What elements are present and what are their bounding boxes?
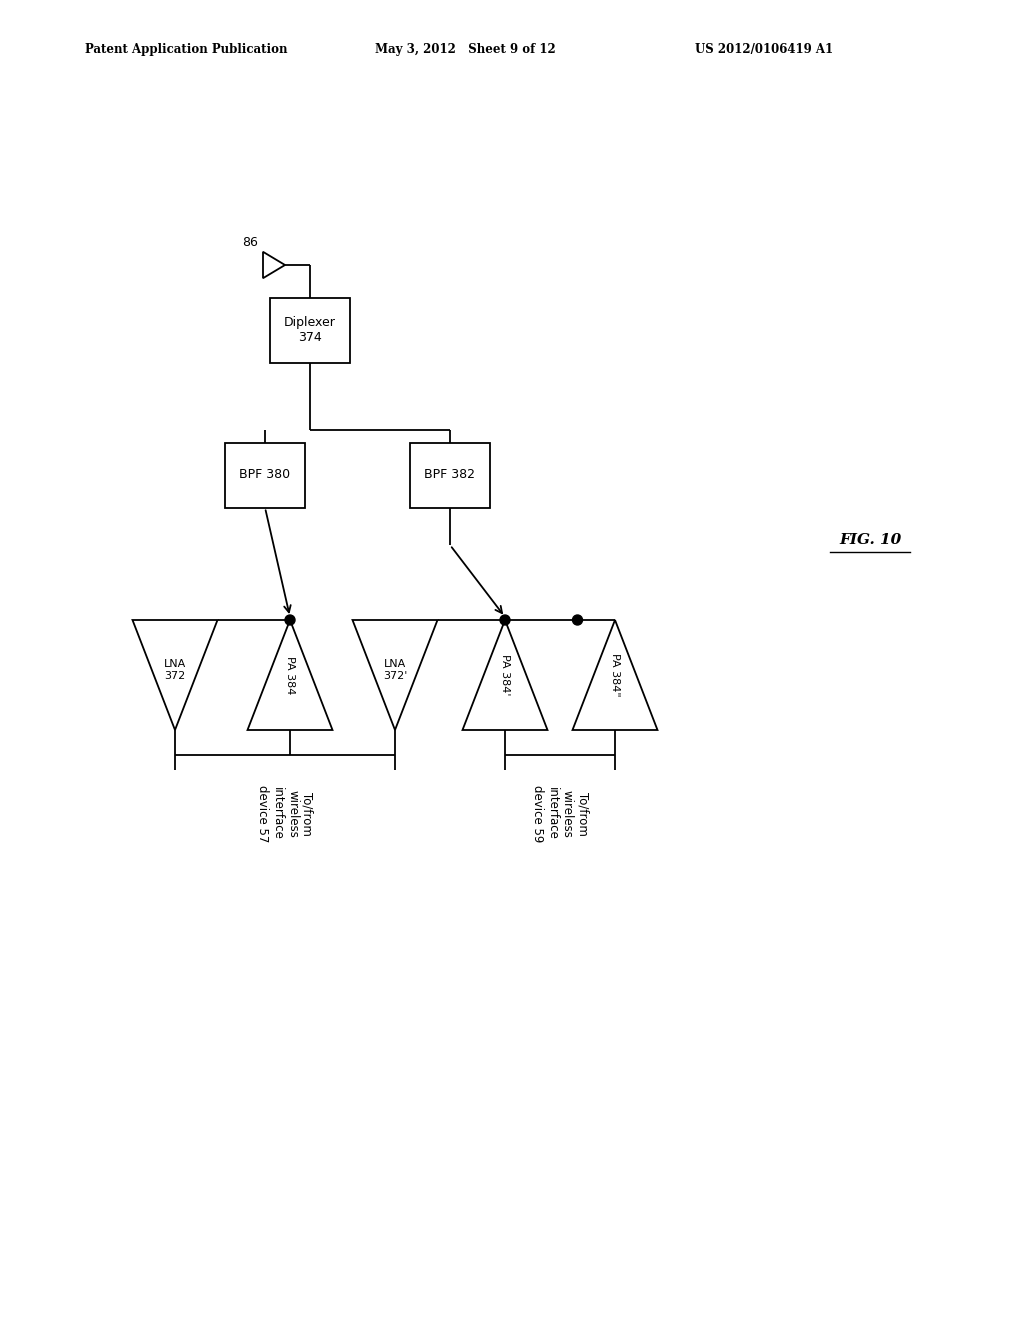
Bar xyxy=(270,297,350,363)
Text: US 2012/0106419 A1: US 2012/0106419 A1 xyxy=(695,44,834,57)
Circle shape xyxy=(285,615,295,624)
Polygon shape xyxy=(263,252,285,279)
Text: PA 384': PA 384' xyxy=(500,655,510,696)
Text: Patent Application Publication: Patent Application Publication xyxy=(85,44,288,57)
Text: May 3, 2012   Sheet 9 of 12: May 3, 2012 Sheet 9 of 12 xyxy=(375,44,556,57)
Polygon shape xyxy=(352,620,437,730)
Polygon shape xyxy=(572,620,657,730)
Text: PA 384": PA 384" xyxy=(610,653,620,697)
Circle shape xyxy=(500,615,510,624)
Text: PA 384: PA 384 xyxy=(285,656,295,694)
Circle shape xyxy=(572,615,583,624)
Text: BPF 380: BPF 380 xyxy=(240,469,291,482)
Bar xyxy=(410,442,490,507)
Text: To/from
wireless
interface
device 59: To/from wireless interface device 59 xyxy=(531,785,589,842)
Text: BPF 382: BPF 382 xyxy=(425,469,475,482)
Text: Diplexer
374: Diplexer 374 xyxy=(284,315,336,345)
Text: LNA
372: LNA 372 xyxy=(164,659,186,681)
Text: FIG. 10: FIG. 10 xyxy=(839,533,901,546)
Text: To/from
wireless
interface
device 57: To/from wireless interface device 57 xyxy=(256,785,314,842)
Text: 86: 86 xyxy=(242,236,258,248)
Polygon shape xyxy=(463,620,548,730)
Bar xyxy=(225,442,305,507)
Polygon shape xyxy=(248,620,333,730)
Text: LNA
372': LNA 372' xyxy=(383,659,408,681)
Polygon shape xyxy=(132,620,217,730)
